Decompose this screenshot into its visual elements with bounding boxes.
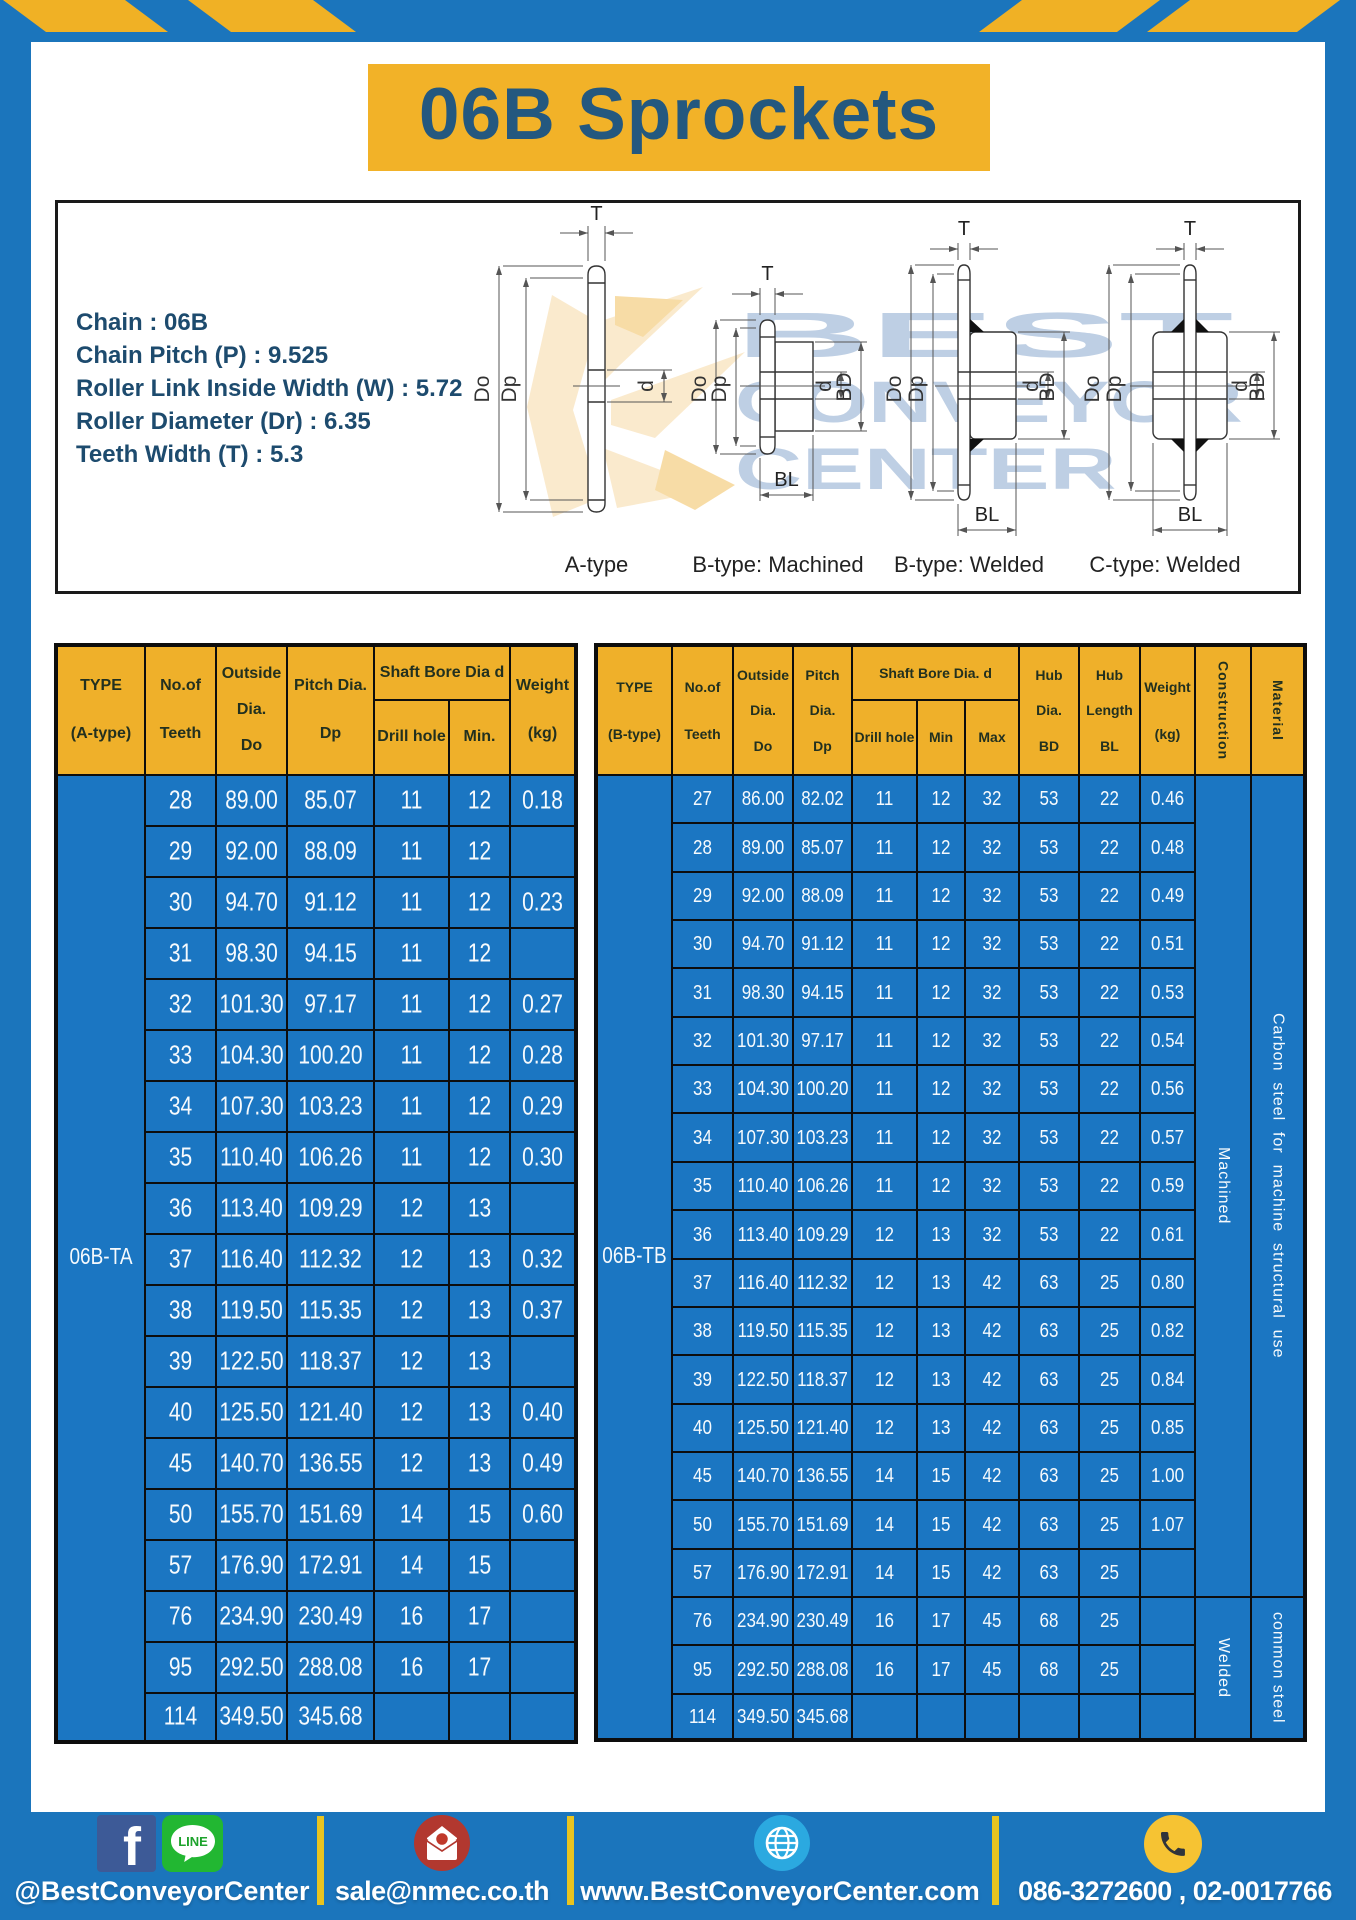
svg-text:f: f (123, 1817, 142, 1872)
svg-text:Do: Do (471, 376, 494, 403)
svg-text:d: d (813, 380, 836, 392)
svg-text:T: T (1184, 218, 1196, 240)
svg-text:Dp: Dp (1103, 376, 1126, 403)
svg-text:d: d (1229, 380, 1252, 392)
svg-text:BD: BD (1036, 372, 1059, 401)
svg-text:Dp: Dp (498, 376, 521, 403)
svg-text:CENTER: CENTER (735, 437, 1117, 501)
svg-text:A-type: A-type (565, 552, 629, 577)
svg-text:BL: BL (774, 469, 798, 491)
svg-text:Do: Do (883, 376, 906, 403)
svg-text:B-type: Welded: B-type: Welded (894, 552, 1044, 577)
svg-text:BD: BD (1246, 372, 1269, 401)
svg-text:C-type: Welded: C-type: Welded (1089, 552, 1240, 577)
svg-text:BD: BD (833, 372, 856, 401)
svg-text:Dp: Dp (905, 376, 928, 403)
svg-text:BL: BL (975, 504, 999, 526)
svg-text:d: d (1020, 380, 1043, 392)
svg-text:Do: Do (1081, 376, 1104, 403)
svg-text:d: d (635, 380, 658, 392)
svg-text:B-type: Machined: B-type: Machined (692, 552, 863, 577)
svg-text:Dp: Dp (708, 376, 731, 403)
svg-text:T: T (590, 203, 602, 225)
svg-text:T: T (958, 218, 970, 240)
svg-text:LINE: LINE (178, 1834, 208, 1849)
svg-text:T: T (761, 263, 773, 285)
svg-text:Do: Do (688, 376, 711, 403)
svg-text:BL: BL (1178, 504, 1202, 526)
